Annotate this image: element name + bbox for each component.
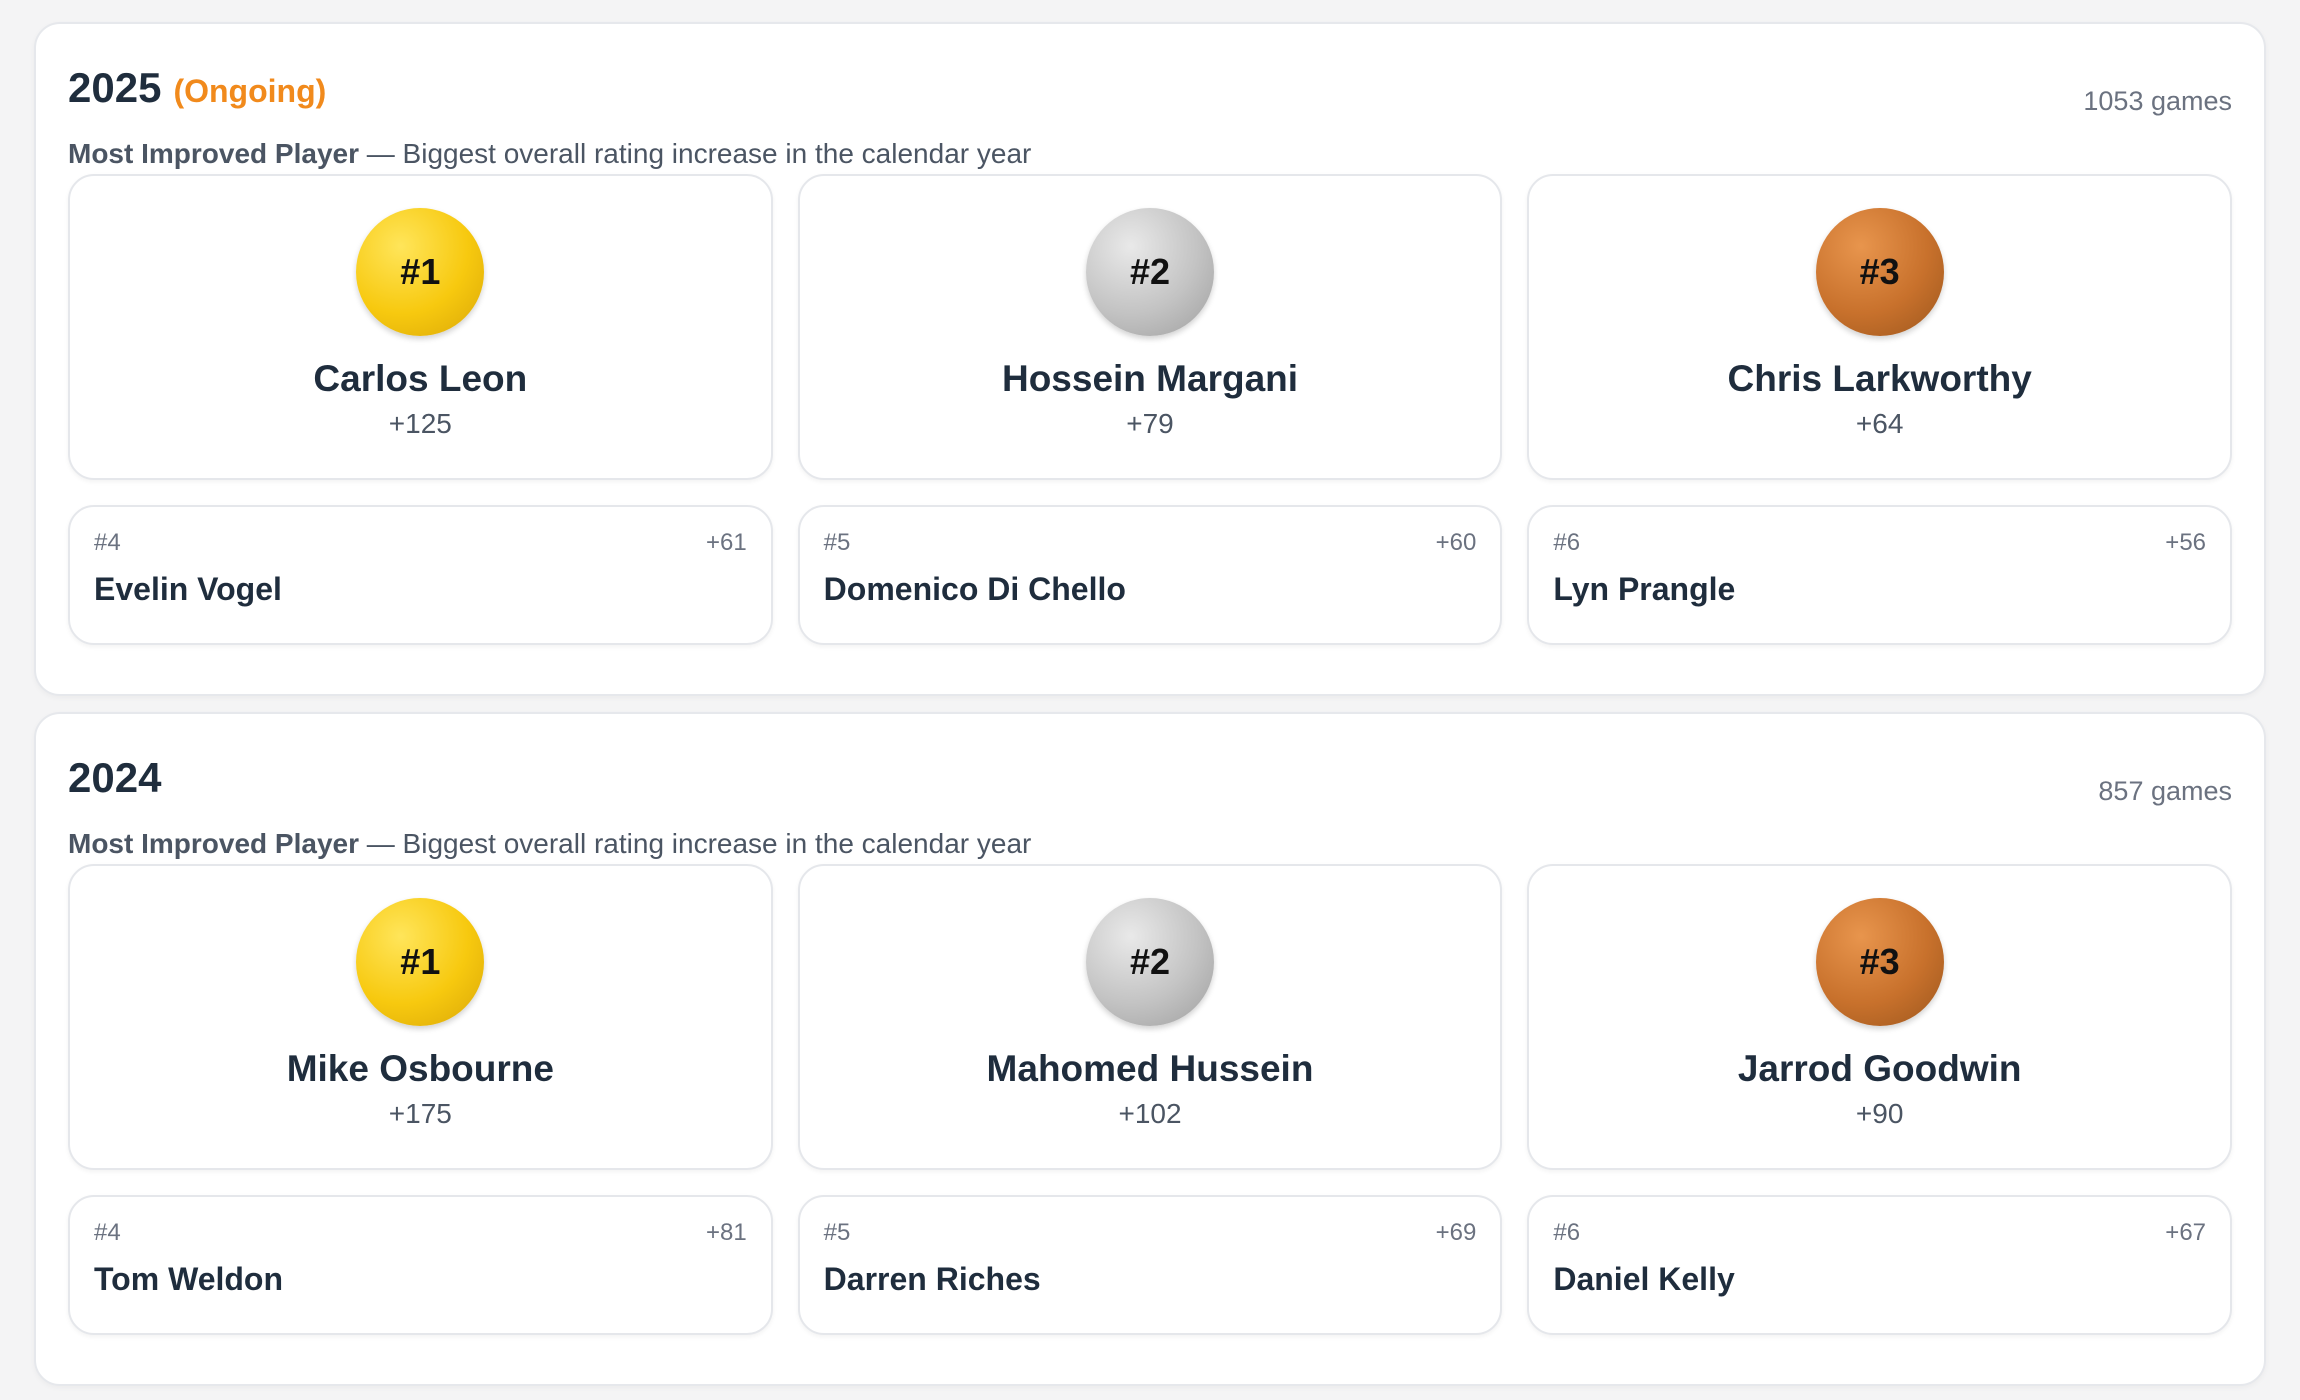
podium-card-3[interactable]: #3 Jarrod Goodwin +90 (1527, 864, 2233, 1170)
gold-medal-icon: #1 (356, 208, 485, 336)
runner-name: Darren Riches (823, 1261, 1041, 1297)
year-card-2024: 2024 857 games Most Improved Player — Bi… (34, 712, 2266, 1386)
year-header: 2025 (Ongoing) 1053 games (68, 64, 2232, 132)
podium-card-1[interactable]: #1 Carlos Leon +125 (68, 174, 773, 480)
rating-delta: +125 (388, 408, 452, 439)
podium-card-2[interactable]: #2 Hossein Margani +79 (797, 174, 1503, 480)
runner-rank: #6 (1553, 1219, 1581, 1246)
rating-delta: +175 (388, 1098, 452, 1129)
runner-card-header: #5 +69 (824, 1219, 1477, 1247)
runner-delta: +60 (1435, 529, 1477, 556)
podium: #1 Mike Osbourne +175 #2 Mahomed Hussein… (68, 864, 2233, 1170)
award-desc: — Biggest overall rating increase in the… (358, 828, 1032, 859)
podium-card-2[interactable]: #2 Mahomed Hussein +102 (797, 864, 1503, 1170)
year-status-badge: (Ongoing) (173, 73, 327, 109)
runner-card-4[interactable]: #4 +61 Evelin Vogel (68, 505, 773, 645)
player-name: Mahomed Hussein (986, 1048, 1314, 1089)
runner-name: Lyn Prangle (1553, 571, 1736, 607)
player-name: Mike Osbourne (286, 1048, 554, 1089)
year-title: 2024 (68, 754, 162, 801)
podium: #1 Carlos Leon +125 #2 Hossein Margani +… (68, 174, 2233, 480)
runner-card-5[interactable]: #5 +69 Darren Riches (797, 1195, 1503, 1335)
rating-delta: +64 (1855, 408, 1904, 439)
runner-card-header: #4 +61 (94, 529, 747, 557)
player-name: Hossein Margani (1001, 358, 1299, 399)
year-title: 2025 (68, 64, 162, 111)
year-card-2025: 2025 (Ongoing) 1053 games Most Improved P… (34, 22, 2266, 696)
runner-name: Evelin Vogel (94, 571, 282, 607)
runner-rank: #4 (94, 529, 121, 556)
runner-rank: #5 (823, 529, 851, 556)
silver-medal-icon: #2 (1086, 898, 1214, 1026)
runner-card-4[interactable]: #4 +81 Tom Weldon (68, 1195, 773, 1335)
year-heading: 2024 (68, 754, 173, 802)
bronze-medal-icon: #3 (1815, 898, 1944, 1026)
runner-name: Tom Weldon (94, 1261, 284, 1297)
games-count: 857 games (2098, 776, 2232, 806)
award-name: Most Improved Player (68, 138, 359, 169)
award-name: Most Improved Player (68, 828, 359, 859)
podium-card-3[interactable]: #3 Chris Larkworthy +64 (1527, 174, 2233, 480)
games-count: 1053 games (2083, 86, 2232, 116)
runner-card-header: #5 +60 (824, 529, 1477, 557)
player-name: Chris Larkworthy (1727, 358, 2032, 399)
runner-card-5[interactable]: #5 +60 Domenico Di Chello (797, 505, 1503, 645)
runner-delta: +81 (705, 1219, 747, 1246)
runners-up: #4 +61 Evelin Vogel #5 +60 Domenico Di C… (68, 505, 2233, 645)
year-header: 2024 857 games (68, 754, 2232, 822)
bronze-medal-icon: #3 (1815, 208, 1944, 336)
player-name: Carlos Leon (313, 358, 528, 399)
runner-delta: +56 (2165, 529, 2207, 556)
runners-up: #4 +81 Tom Weldon #5 +69 Darren Riches #… (68, 1195, 2233, 1335)
runner-name: Domenico Di Chello (823, 571, 1126, 607)
runner-card-header: #6 +67 (1553, 1219, 2206, 1247)
award-description: Most Improved Player — Biggest overall r… (68, 134, 2232, 174)
podium-card-1[interactable]: #1 Mike Osbourne +175 (68, 864, 773, 1170)
runner-delta: +67 (2165, 1219, 2207, 1246)
runner-delta: +69 (1435, 1219, 1477, 1246)
year-heading: 2025 (Ongoing) (68, 64, 326, 112)
runner-rank: #4 (94, 1219, 121, 1246)
runner-rank: #6 (1553, 529, 1581, 556)
runner-delta: +61 (705, 529, 747, 556)
runner-name: Daniel Kelly (1553, 1261, 1735, 1297)
rating-delta: +102 (1118, 1098, 1182, 1129)
runner-card-6[interactable]: #6 +67 Daniel Kelly (1527, 1195, 2233, 1335)
player-name: Jarrod Goodwin (1737, 1048, 2022, 1089)
runner-card-header: #4 +81 (94, 1219, 747, 1247)
rating-delta: +79 (1126, 408, 1174, 439)
award-description: Most Improved Player — Biggest overall r… (68, 824, 2232, 864)
runner-rank: #5 (823, 1219, 851, 1246)
runner-card-header: #6 +56 (1553, 529, 2206, 557)
rating-delta: +90 (1855, 1098, 1904, 1129)
runner-card-6[interactable]: #6 +56 Lyn Prangle (1527, 505, 2233, 645)
silver-medal-icon: #2 (1086, 208, 1214, 336)
award-desc: — Biggest overall rating increase in the… (358, 138, 1032, 169)
gold-medal-icon: #1 (356, 898, 485, 1026)
